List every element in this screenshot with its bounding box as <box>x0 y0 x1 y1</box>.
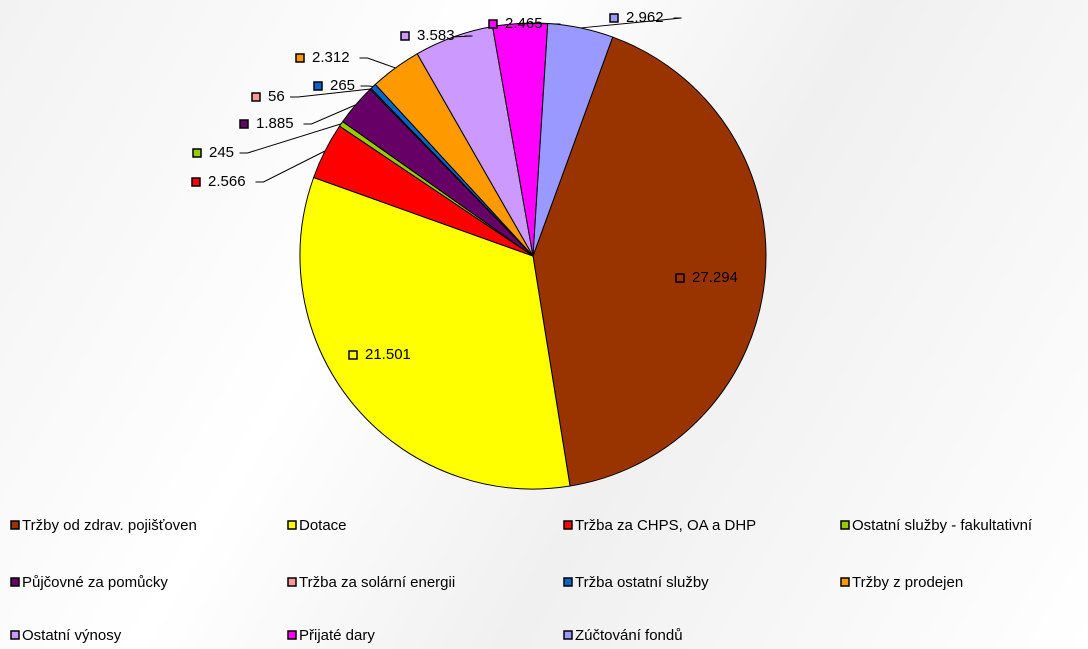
legend-key <box>840 577 850 587</box>
label-key <box>609 13 619 23</box>
legend-key <box>10 577 20 587</box>
leader-line <box>255 150 326 183</box>
legend-label: Tržba ostatní služby <box>575 574 709 591</box>
data-label: 2.962 <box>626 9 664 26</box>
leader-line <box>580 17 682 29</box>
legend-key <box>287 630 297 640</box>
data-label: 245 <box>209 144 234 161</box>
legend-label: Tržby z prodejen <box>852 574 963 591</box>
legend-key <box>563 577 573 587</box>
legend-label: Tržba za CHPS, OA a DHP <box>575 517 756 534</box>
label-key <box>400 31 410 41</box>
label-key <box>675 273 685 283</box>
label-key <box>191 177 201 187</box>
data-label: 2.312 <box>312 49 350 66</box>
label-key <box>488 19 498 29</box>
legend-label: Dotace <box>299 517 347 534</box>
data-label: 2.465 <box>505 15 543 32</box>
label-key <box>251 92 261 102</box>
data-label: 21.501 <box>365 346 411 363</box>
legend-key <box>563 520 573 530</box>
legend-label: Přijaté dary <box>299 627 375 644</box>
data-label: 3.583 <box>417 27 455 44</box>
legend-key <box>287 577 297 587</box>
legend-key <box>840 520 850 530</box>
legend-label: Zúčtování fondů <box>575 627 683 644</box>
label-key <box>192 148 202 158</box>
legend-key <box>10 520 20 530</box>
legend-label: Půjčovné za pomůcky <box>22 574 168 591</box>
pie-slice <box>532 36 767 487</box>
data-label: 2.566 <box>208 173 246 190</box>
leader-line <box>239 123 342 154</box>
legend-key <box>563 630 573 640</box>
label-key <box>313 81 323 91</box>
data-label: 265 <box>330 77 355 94</box>
leader-line <box>359 57 396 69</box>
data-label: 1.885 <box>256 115 294 132</box>
data-label: 56 <box>268 88 285 105</box>
pie-slice <box>299 176 571 490</box>
label-key <box>348 350 358 360</box>
label-key <box>239 119 249 129</box>
legend-label: Tržba za solární energii <box>299 574 455 591</box>
legend-label: Ostatní výnosy <box>22 627 122 644</box>
legend-key <box>287 520 297 530</box>
data-label: 27.294 <box>692 269 738 286</box>
label-key <box>295 53 305 63</box>
legend-label: Tržby od zdrav. pojišťoven <box>22 517 197 534</box>
legend-label: Ostatní služby - fakultativní <box>852 517 1033 534</box>
legend-key <box>10 630 20 640</box>
leader-line <box>453 35 473 38</box>
leader-line <box>303 104 356 125</box>
leader-line <box>290 88 371 98</box>
